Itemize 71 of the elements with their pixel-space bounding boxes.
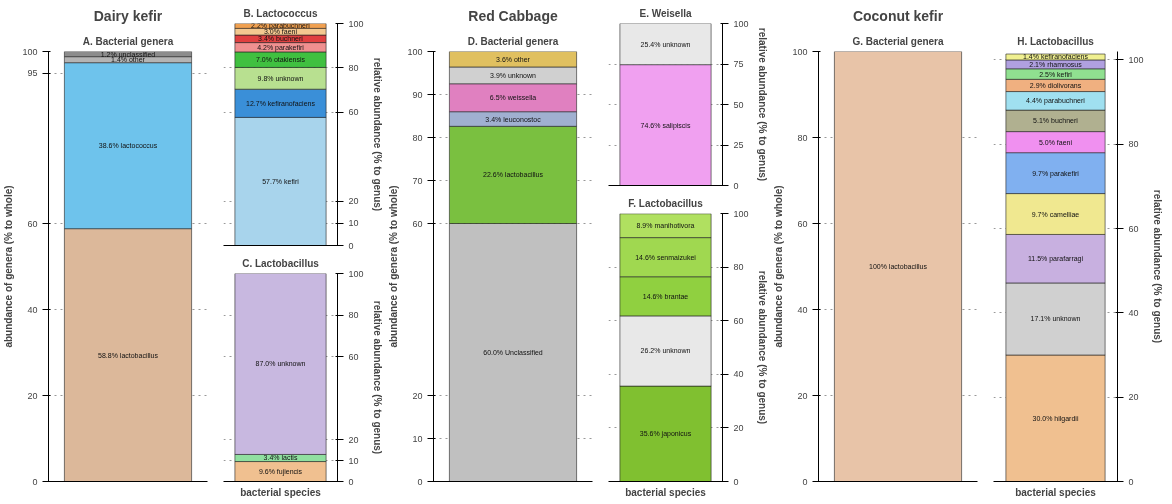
chart-subtitle: C. Lactobacillus xyxy=(242,257,320,269)
chart-title: Coconut kefir xyxy=(852,7,944,24)
y-axis-title: abundance of genera (% to whole) xyxy=(388,185,400,348)
y-tick-label: 40 xyxy=(27,304,38,315)
y-tick-label: 0 xyxy=(733,180,739,191)
y-tick-label: 0 xyxy=(802,476,808,487)
y-tick-label: 20 xyxy=(1128,392,1139,403)
x-axis-title: bacterial species xyxy=(1015,486,1097,498)
y-tick-label: 10 xyxy=(348,455,359,466)
y-tick-label: 100 xyxy=(733,208,749,219)
y-tick-label: 70 xyxy=(412,175,423,186)
y-tick-label: 100 xyxy=(348,268,364,279)
y-tick-label: 80 xyxy=(797,132,808,143)
chart-subtitle: E. Weisella xyxy=(639,7,692,19)
y-tick-label: 20 xyxy=(797,390,808,401)
chart-title: Red Cabbage xyxy=(468,7,558,24)
y-axis-title: relative abundance (% to genus) xyxy=(371,300,383,455)
y-tick-label: 75 xyxy=(733,59,744,69)
chart-subtitle: F. Lactobacillus xyxy=(628,197,704,209)
y-tick-label: 10 xyxy=(412,433,423,444)
x-axis-title: bacterial species xyxy=(625,486,707,498)
y-tick-label: 60 xyxy=(348,351,359,362)
y-tick-label: 10 xyxy=(348,218,359,229)
y-axis-title: relative abundance (% to genus) xyxy=(371,57,383,212)
y-tick-label: 80 xyxy=(348,310,359,321)
y-tick-label: 0 xyxy=(32,476,38,487)
y-tick-label: 100 xyxy=(407,46,423,57)
y-axis-title: relative abundance (% to genus) xyxy=(756,270,768,425)
y-tick-label: 0 xyxy=(1128,476,1134,487)
y-tick-label: 60 xyxy=(1128,223,1139,234)
y-axis-title: abundance of genera (% to whole) xyxy=(3,185,15,348)
y-tick-label: 60 xyxy=(348,107,359,118)
y-tick-label: 100 xyxy=(792,46,808,57)
y-tick-label: 60 xyxy=(797,218,808,229)
y-tick-label: 20 xyxy=(348,196,359,207)
chart-subtitle: H. Lactobacillus xyxy=(1017,35,1095,47)
y-tick-label: 40 xyxy=(1128,307,1139,318)
y-tick-label: 100 xyxy=(348,18,364,29)
y-tick-label: 40 xyxy=(733,369,744,380)
y-tick-label: 20 xyxy=(348,434,359,445)
y-tick-label: 20 xyxy=(412,390,423,401)
chart-subtitle: D. Bacterial genera xyxy=(467,35,559,47)
y-tick-label: 25 xyxy=(733,140,744,150)
y-tick-label: 60 xyxy=(733,315,744,326)
y-tick-label: 80 xyxy=(348,62,359,73)
y-axis-title: relative abundance (% to genus) xyxy=(756,27,768,182)
y-tick-label: 60 xyxy=(27,218,38,229)
chart-title: Dairy kefir xyxy=(93,7,163,24)
y-axis-title: relative abundance (% to genus) xyxy=(1151,189,1163,344)
y-axis-title: abundance of genera (% to whole) xyxy=(773,185,785,348)
y-tick-label: 60 xyxy=(412,218,423,229)
y-tick-label: 80 xyxy=(733,262,744,273)
y-tick-label: 80 xyxy=(1128,139,1139,150)
y-tick-label: 100 xyxy=(1128,54,1144,65)
y-tick-label: 20 xyxy=(733,422,744,433)
y-tick-label: 95 xyxy=(27,68,38,78)
y-tick-label: 0 xyxy=(348,476,354,487)
y-tick-label: 40 xyxy=(797,304,808,315)
y-tick-label: 0 xyxy=(348,240,354,251)
x-axis-title: bacterial species xyxy=(240,486,322,498)
chart-subtitle: G. Bacterial genera xyxy=(852,35,945,47)
y-tick-label: 0 xyxy=(733,476,739,487)
y-tick-label: 80 xyxy=(412,132,423,143)
chart-subtitle: A. Bacterial genera xyxy=(82,35,174,47)
y-tick-label: 100 xyxy=(22,46,38,57)
y-tick-label: 100 xyxy=(733,18,749,29)
y-tick-label: 0 xyxy=(417,476,423,487)
y-tick-label: 50 xyxy=(733,99,744,110)
y-tick-label: 20 xyxy=(27,390,38,401)
chart-subtitle: B. Lactococcus xyxy=(243,7,318,19)
y-tick-label: 90 xyxy=(412,89,423,100)
